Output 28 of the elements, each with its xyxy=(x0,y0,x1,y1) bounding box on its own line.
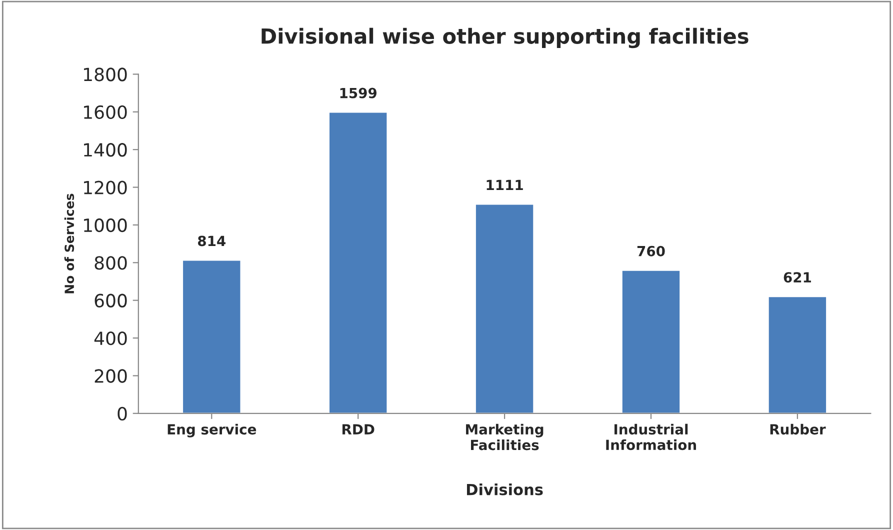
y-tick-label: 800 xyxy=(94,256,127,270)
x-tick-label: Marketing Facilities xyxy=(466,424,544,450)
x-axis-title: Divisions xyxy=(466,483,543,496)
y-tick-label: 0 xyxy=(118,406,127,421)
bar xyxy=(621,269,681,414)
y-axis-title: No of Services xyxy=(64,194,74,294)
bar xyxy=(767,296,828,414)
x-tick-label: Industrial Information xyxy=(606,424,696,450)
x-tick-label: Rubber xyxy=(770,424,826,435)
x-tick-label: Eng service xyxy=(168,424,256,438)
data-label: 760 xyxy=(637,246,665,256)
y-tick-label: 1000 xyxy=(84,218,127,232)
y-tick-label: 200 xyxy=(94,369,127,383)
bar xyxy=(328,111,388,414)
y-tick-label: 1600 xyxy=(84,105,127,120)
data-label: 1599 xyxy=(340,88,377,98)
y-tick-label: 600 xyxy=(94,294,127,308)
y-tick-label: 1400 xyxy=(84,143,127,157)
data-label: 814 xyxy=(198,236,226,246)
data-label: 1111 xyxy=(486,180,523,190)
data-label: 621 xyxy=(784,272,811,283)
bar xyxy=(182,259,242,414)
y-tick-label: 400 xyxy=(94,331,127,346)
y-tick-label: 1800 xyxy=(84,68,127,82)
x-tick-label: RDD xyxy=(342,424,374,434)
y-tick-label: 1200 xyxy=(84,180,127,194)
chart-title: Divisional wise other supporting facilities xyxy=(262,28,748,48)
bar xyxy=(474,203,535,414)
